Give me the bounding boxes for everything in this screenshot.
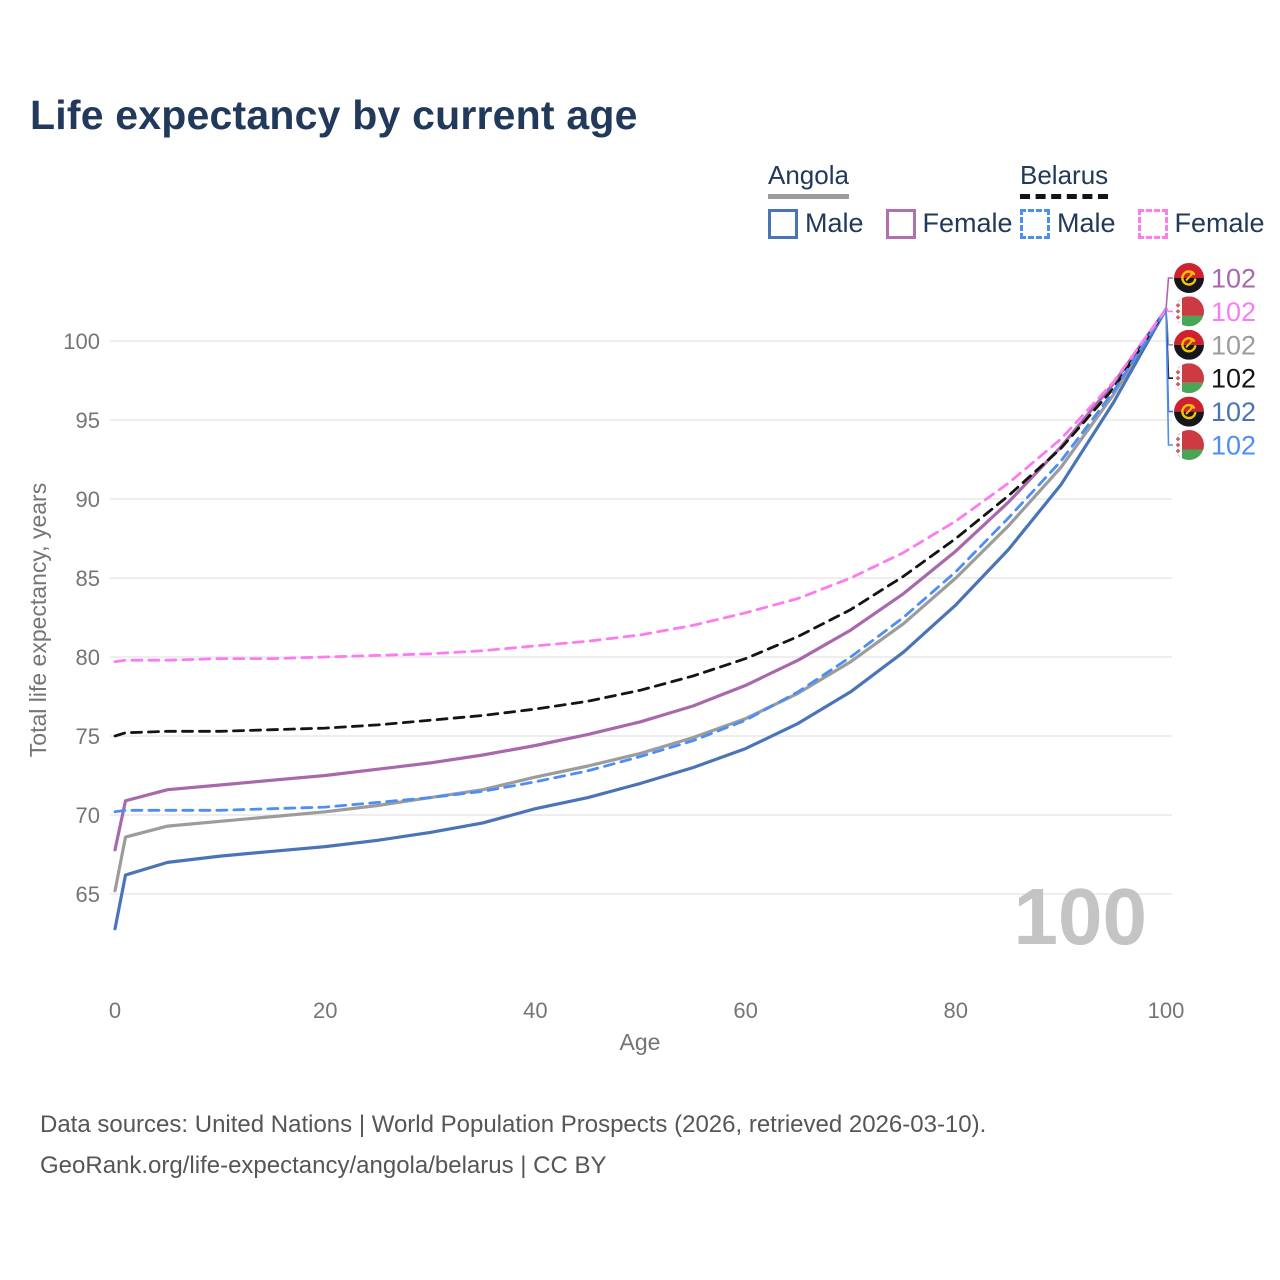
- chart-title: Life expectancy by current age: [30, 92, 638, 138]
- y-tick-label: 90: [76, 487, 100, 512]
- legend: Angola Male Female Belarus Male Female: [0, 160, 1280, 250]
- legend-item-label: Female: [1174, 208, 1265, 238]
- series-line-angola-both-sexes[interactable]: [113, 307, 1168, 893]
- flag-part: [1182, 315, 1204, 327]
- y-tick-label: 65: [76, 882, 100, 907]
- legend-country-belarus[interactable]: Belarus: [1020, 160, 1109, 199]
- x-tick-label: 80: [944, 998, 968, 1023]
- flag-part: [1182, 430, 1204, 450]
- legend-item-belarus-female[interactable]: Female: [1137, 208, 1265, 239]
- flag-ornament: [1175, 309, 1181, 314]
- flag-icon-belarus: [1174, 363, 1204, 394]
- flag-ornament: [1175, 303, 1181, 308]
- flag-ornament: [1175, 448, 1181, 454]
- end-value-label: 102: [1211, 330, 1256, 360]
- chart-canvas: 100 65 70 75 80 85 90 95 100 0 20 40 60 80 100 Age Total…: [25, 263, 1256, 1055]
- legend-item-belarus-male[interactable]: Male: [1020, 208, 1116, 239]
- series-line-angola-male[interactable]: [113, 307, 1168, 931]
- y-tick-label: 70: [76, 803, 100, 828]
- footer-url-line: GeoRank.org/life-expectancy/angola/belar…: [40, 1152, 607, 1179]
- x-tick-label: 40: [523, 998, 547, 1023]
- y-tick-label: 100: [63, 329, 100, 354]
- flag-icon-belarus: [1174, 296, 1204, 327]
- end-value-label: 102: [1211, 297, 1256, 327]
- x-axis-title: Age: [620, 1029, 661, 1055]
- end-label-connector: [1165, 309, 1173, 446]
- y-tick-label: 95: [76, 408, 100, 433]
- flag-icon-angola: [1174, 329, 1204, 360]
- y-tick-label: 80: [76, 645, 100, 670]
- legend-item-label: Female: [922, 208, 1013, 238]
- legend-swatch-icon: [885, 208, 916, 239]
- flag-icon-angola: [1174, 263, 1204, 293]
- legend-country-angola[interactable]: Angola: [768, 160, 849, 199]
- flag-ornament: [1175, 369, 1181, 375]
- flag-emblem: [1190, 271, 1194, 275]
- flag-ornament: [1175, 381, 1181, 387]
- flag-emblem: [1190, 338, 1194, 342]
- flag-part: [1182, 296, 1204, 316]
- legend-group-belarus: Belarus Male Female: [1020, 160, 1280, 239]
- flag-emblem: [1181, 337, 1197, 353]
- legend-group-angola: Angola Male Female: [768, 160, 1035, 239]
- flag-part: [1182, 382, 1204, 394]
- footer-source-line: Data sources: United Nations | World Pop…: [40, 1111, 987, 1138]
- end-value-label: 102: [1211, 431, 1256, 461]
- end-label-connector: [1165, 308, 1173, 313]
- legend-item-label: Male: [1057, 208, 1116, 238]
- legend-swatch-icon: [1137, 208, 1168, 239]
- end-value-label: 102: [1211, 364, 1256, 394]
- y-axis-title: Total life expectancy, years: [25, 483, 51, 757]
- flag-ornament: [1175, 315, 1181, 320]
- flag-icon-angola: [1174, 396, 1204, 427]
- flag-part: [1182, 449, 1204, 460]
- flag-ornament: [1175, 442, 1181, 448]
- flag-part: [1182, 363, 1204, 383]
- flag-emblem: [1181, 403, 1197, 420]
- y-tick-label: 75: [76, 724, 100, 749]
- y-tick-label: 85: [76, 566, 100, 591]
- end-value-label: 102: [1211, 264, 1256, 294]
- legend-items-row: Male Female: [1020, 208, 1280, 239]
- end-label-connector: [1165, 277, 1173, 310]
- x-tick-label: 20: [313, 998, 337, 1023]
- x-tick-label: 100: [1148, 998, 1185, 1023]
- flag-icon-belarus: [1174, 430, 1204, 460]
- legend-item-label: Male: [805, 208, 864, 238]
- flag-emblem: [1190, 404, 1194, 408]
- legend-swatch-icon: [768, 208, 798, 239]
- x-tick-label: 0: [109, 998, 121, 1023]
- footer: Data sources: United Nations | World Pop…: [40, 1104, 986, 1186]
- legend-item-angola-male[interactable]: Male: [768, 208, 864, 239]
- flag-emblem: [1181, 270, 1197, 286]
- series-line-belarus-both-sexes[interactable]: [113, 308, 1168, 738]
- legend-swatch-icon: [1020, 208, 1050, 239]
- series-line-angola-female[interactable]: [113, 307, 1168, 852]
- legend-item-angola-female[interactable]: Female: [885, 208, 1013, 239]
- end-value-label: 102: [1211, 397, 1256, 427]
- flag-ornament: [1175, 436, 1181, 442]
- x-tick-label: 60: [733, 998, 757, 1023]
- series-line-belarus-female[interactable]: [113, 308, 1168, 664]
- legend-items-row: Male Female: [768, 208, 1035, 239]
- series-line-belarus-male[interactable]: [113, 308, 1168, 814]
- flag-ornament: [1175, 375, 1181, 381]
- watermark-age-counter: 100: [1014, 872, 1147, 961]
